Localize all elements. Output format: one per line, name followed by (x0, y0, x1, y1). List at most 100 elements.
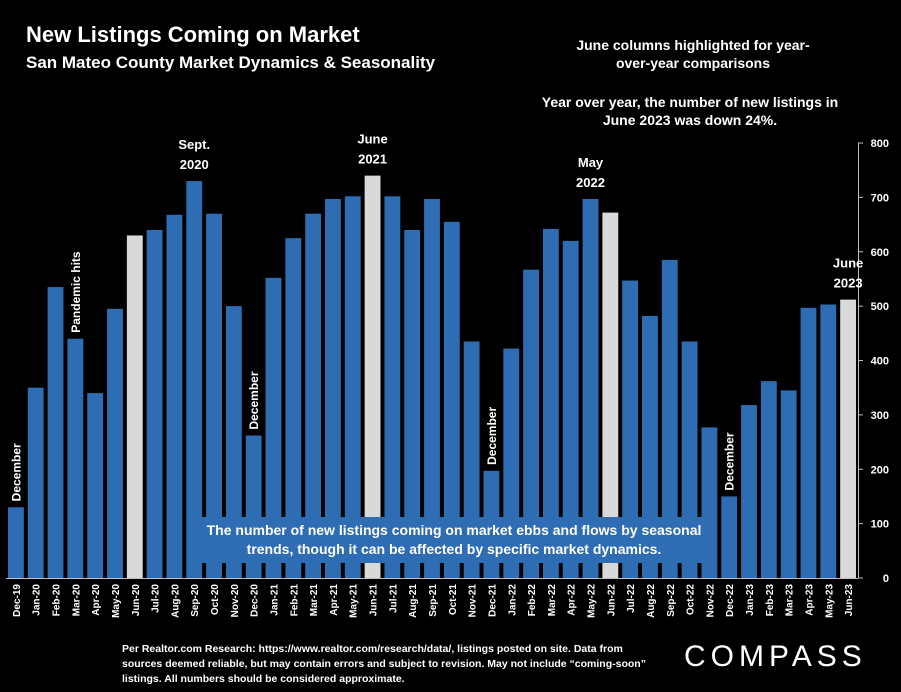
bar-sep-20 (186, 181, 203, 578)
x-tick-label-may-20: May-20 (111, 584, 122, 618)
x-tick-label-feb-23: Feb-23 (765, 584, 776, 617)
bar-feb-22 (523, 269, 539, 578)
bar-apr-23 (800, 307, 817, 578)
bar-nov-20 (225, 306, 242, 578)
bar-jan-21 (265, 277, 282, 578)
x-tick-label-jul-20: Jul-20 (151, 584, 162, 613)
bar-jun-22 (602, 212, 619, 578)
bar-dec-22 (721, 496, 738, 578)
x-tick-label-dec-20: Dec-20 (250, 584, 261, 617)
bar-jul-20 (146, 230, 163, 578)
annotation-december-dec-22: December (723, 432, 737, 490)
x-tick-label-oct-21: Oct-21 (448, 584, 459, 616)
y-tick-label-600: 600 (871, 247, 889, 259)
x-tick-label-aug-21: Aug-21 (408, 584, 419, 618)
x-tick-label-nov-21: Nov-21 (468, 584, 479, 618)
annotation-december-dec-20: December (247, 371, 261, 429)
x-tick-label-dec-21: Dec-21 (487, 584, 498, 617)
chart-subtitle: San Mateo County Market Dynamics & Seaso… (26, 53, 436, 72)
x-tick-label-may-22: May-22 (587, 584, 598, 618)
x-tick-label-mar-22: Mar-22 (547, 584, 558, 617)
bar-jun-23 (840, 299, 857, 578)
x-tick-label-sep-22: Sep-22 (666, 584, 677, 617)
y-tick-label-0: 0 (883, 573, 889, 585)
bar-jun-20 (126, 235, 143, 578)
x-tick-label-may-21: May-21 (349, 584, 360, 618)
x-tick-label-jun-20: Jun-20 (131, 584, 142, 617)
bar-dec-19 (7, 507, 24, 578)
x-tick-label-apr-21: Apr-21 (329, 584, 340, 616)
x-tick-label-jan-22: Jan-22 (507, 584, 518, 616)
x-tick-label-apr-20: Apr-20 (91, 584, 102, 616)
y-tick-label-200: 200 (871, 464, 889, 476)
bar-mar-23 (780, 390, 797, 578)
bar-jul-22 (622, 280, 639, 578)
bar-may-21 (344, 196, 361, 578)
x-tick-label-oct-20: Oct-20 (210, 584, 221, 616)
bar-jul-21 (384, 196, 401, 578)
annotation-pandemic-hits-mar-20: Pandemic hits (69, 251, 83, 333)
annotation-may-2022: May 2022 (576, 155, 605, 190)
annotation-december-dec-19: December (9, 443, 23, 501)
bar-aug-22 (642, 315, 658, 578)
annotation-june-2021: June 2021 (357, 132, 387, 167)
bar-feb-20 (47, 287, 64, 578)
compass-logo: COMPASS (684, 640, 867, 673)
x-tick-label-jul-22: Jul-22 (626, 584, 637, 613)
bar-sep-22 (661, 259, 678, 578)
y-tick-label-100: 100 (871, 519, 889, 531)
x-tick-label-jan-23: Jan-23 (745, 584, 756, 616)
bar-may-23 (820, 304, 837, 578)
x-tick-label-jun-23: Jun-23 (844, 584, 855, 617)
annotation-sept-2020: Sept. 2020 (178, 137, 210, 172)
x-tick-label-sep-20: Sep-20 (190, 584, 201, 617)
x-tick-label-sep-21: Sep-21 (428, 584, 439, 617)
x-tick-label-jan-20: Jan-20 (32, 584, 43, 616)
x-tick-label-nov-22: Nov-22 (705, 584, 716, 618)
annotation-june-2023: June 2023 (833, 256, 863, 291)
yoy-note: Year over year, the number of new listin… (541, 94, 839, 128)
bar-apr-21 (325, 199, 341, 578)
y-tick-label-700: 700 (871, 192, 889, 204)
callout-box: The number of new listings coming on mar… (192, 517, 716, 563)
bar-aug-21 (404, 230, 421, 578)
chart-title: New Listings Coming on Market (26, 22, 360, 47)
bar-jun-21 (364, 175, 381, 578)
x-tick-label-feb-22: Feb-22 (527, 584, 538, 617)
x-tick-label-mar-23: Mar-23 (785, 584, 796, 617)
x-tick-label-mar-20: Mar-20 (71, 584, 82, 617)
x-tick-label-jun-21: Jun-21 (369, 584, 380, 617)
x-tick-label-apr-22: Apr-22 (567, 584, 578, 616)
bar-feb-23 (760, 381, 777, 578)
bar-mar-22 (542, 228, 559, 578)
x-tick-label-apr-23: Apr-23 (804, 584, 815, 616)
x-tick-label-may-23: May-23 (824, 584, 835, 618)
bar-sep-21 (424, 199, 440, 578)
bar-mar-20 (67, 338, 84, 578)
y-tick-label-800: 800 (871, 138, 889, 150)
bar-apr-22 (562, 240, 579, 578)
x-tick-label-feb-20: Feb-20 (52, 584, 63, 617)
bar-aug-20 (166, 214, 183, 578)
bar-jan-20 (27, 387, 44, 578)
x-tick-label-jun-22: Jun-22 (606, 584, 617, 617)
bar-jan-23 (741, 405, 757, 578)
annotation-december-dec-21: December (485, 407, 499, 465)
x-tick-label-dec-22: Dec-22 (725, 584, 736, 617)
source-footnote: Per Realtor.com Research: https://www.re… (122, 643, 646, 685)
bar-mar-21 (305, 213, 322, 578)
x-tick-label-aug-20: Aug-20 (170, 584, 181, 618)
x-tick-label-jul-21: Jul-21 (388, 584, 399, 613)
x-tick-label-nov-20: Nov-20 (230, 584, 241, 618)
bar-may-20 (107, 308, 123, 578)
y-tick-label-300: 300 (871, 410, 889, 422)
bar-oct-20 (206, 213, 222, 578)
x-tick-label-feb-21: Feb-21 (289, 584, 300, 617)
bar-feb-21 (285, 238, 302, 578)
bar-apr-20 (87, 393, 104, 578)
y-tick-label-500: 500 (871, 301, 889, 313)
june-highlight-note: June columns highlighted for year-over-y… (576, 37, 810, 71)
x-tick-label-oct-22: Oct-22 (686, 584, 697, 616)
x-tick-label-mar-21: Mar-21 (309, 584, 320, 617)
